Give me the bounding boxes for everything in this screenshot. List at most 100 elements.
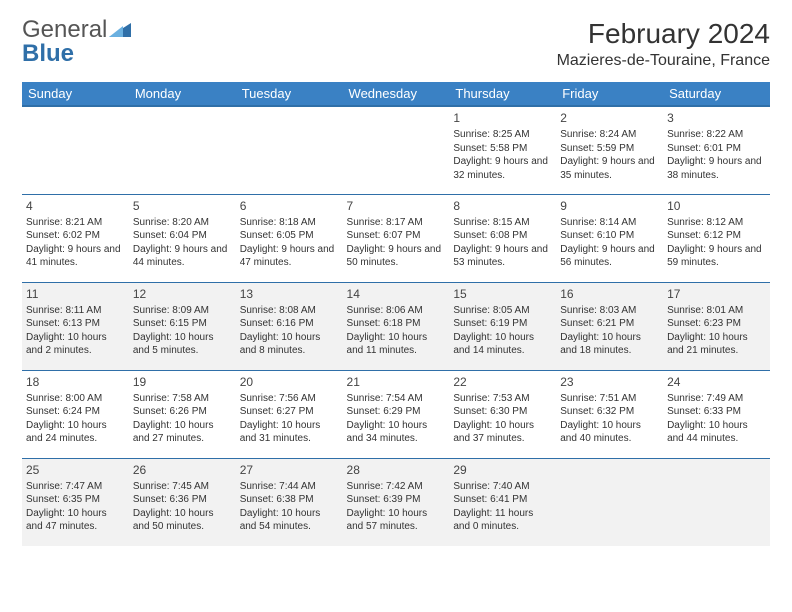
daylight-text: Daylight: 10 hours and 21 minutes. xyxy=(667,331,766,358)
daylight-text: Daylight: 10 hours and 14 minutes. xyxy=(453,331,552,358)
logo-text-general: General xyxy=(22,18,107,42)
logo-text-blue: Blue xyxy=(22,42,131,66)
sunrise-text: Sunrise: 7:58 AM xyxy=(133,392,232,406)
calendar-day-cell: 1Sunrise: 8:25 AMSunset: 5:58 PMDaylight… xyxy=(449,106,556,194)
sunrise-text: Sunrise: 8:01 AM xyxy=(667,304,766,318)
logo-triangle-icon xyxy=(109,18,131,42)
logo: GeneralBlue xyxy=(22,18,131,66)
daylight-text: Daylight: 10 hours and 47 minutes. xyxy=(26,507,125,534)
daylight-text: Daylight: 10 hours and 8 minutes. xyxy=(240,331,339,358)
daylight-text: Daylight: 9 hours and 56 minutes. xyxy=(560,243,659,270)
calendar-week-row: 11Sunrise: 8:11 AMSunset: 6:13 PMDayligh… xyxy=(22,282,770,370)
weekday-header: Sunday xyxy=(22,82,129,106)
day-number: 26 xyxy=(133,462,232,478)
sunset-text: Sunset: 6:05 PM xyxy=(240,229,339,243)
day-number: 15 xyxy=(453,286,552,302)
header: GeneralBlue February 2024 Mazieres-de-To… xyxy=(22,18,770,70)
day-number: 1 xyxy=(453,110,552,126)
sunset-text: Sunset: 6:26 PM xyxy=(133,405,232,419)
day-number: 25 xyxy=(26,462,125,478)
daylight-text: Daylight: 10 hours and 40 minutes. xyxy=(560,419,659,446)
location-label: Mazieres-de-Touraine, France xyxy=(557,52,770,70)
sunrise-text: Sunrise: 8:22 AM xyxy=(667,128,766,142)
calendar-day-cell: 2Sunrise: 8:24 AMSunset: 5:59 PMDaylight… xyxy=(556,106,663,194)
daylight-text: Daylight: 9 hours and 44 minutes. xyxy=(133,243,232,270)
weekday-header: Monday xyxy=(129,82,236,106)
sunset-text: Sunset: 6:15 PM xyxy=(133,317,232,331)
month-title: February 2024 xyxy=(557,18,770,50)
day-number: 28 xyxy=(347,462,446,478)
weekday-header: Wednesday xyxy=(343,82,450,106)
calendar-empty-cell xyxy=(129,106,236,194)
sunset-text: Sunset: 6:27 PM xyxy=(240,405,339,419)
sunrise-text: Sunrise: 8:15 AM xyxy=(453,216,552,230)
calendar-week-row: 4Sunrise: 8:21 AMSunset: 6:02 PMDaylight… xyxy=(22,194,770,282)
day-number: 23 xyxy=(560,374,659,390)
calendar-day-cell: 26Sunrise: 7:45 AMSunset: 6:36 PMDayligh… xyxy=(129,458,236,546)
sunrise-text: Sunrise: 7:56 AM xyxy=(240,392,339,406)
calendar-day-cell: 19Sunrise: 7:58 AMSunset: 6:26 PMDayligh… xyxy=(129,370,236,458)
calendar-day-cell: 3Sunrise: 8:22 AMSunset: 6:01 PMDaylight… xyxy=(663,106,770,194)
sunrise-text: Sunrise: 8:11 AM xyxy=(26,304,125,318)
calendar-day-cell: 4Sunrise: 8:21 AMSunset: 6:02 PMDaylight… xyxy=(22,194,129,282)
sunrise-text: Sunrise: 7:44 AM xyxy=(240,480,339,494)
calendar-day-cell: 16Sunrise: 8:03 AMSunset: 6:21 PMDayligh… xyxy=(556,282,663,370)
daylight-text: Daylight: 10 hours and 57 minutes. xyxy=(347,507,446,534)
sunset-text: Sunset: 6:24 PM xyxy=(26,405,125,419)
daylight-text: Daylight: 10 hours and 2 minutes. xyxy=(26,331,125,358)
calendar-day-cell: 29Sunrise: 7:40 AMSunset: 6:41 PMDayligh… xyxy=(449,458,556,546)
calendar-day-cell: 24Sunrise: 7:49 AMSunset: 6:33 PMDayligh… xyxy=(663,370,770,458)
sunset-text: Sunset: 6:02 PM xyxy=(26,229,125,243)
sunrise-text: Sunrise: 7:45 AM xyxy=(133,480,232,494)
day-number: 16 xyxy=(560,286,659,302)
calendar-day-cell: 10Sunrise: 8:12 AMSunset: 6:12 PMDayligh… xyxy=(663,194,770,282)
weekday-header: Tuesday xyxy=(236,82,343,106)
calendar-day-cell: 20Sunrise: 7:56 AMSunset: 6:27 PMDayligh… xyxy=(236,370,343,458)
sunset-text: Sunset: 6:35 PM xyxy=(26,493,125,507)
day-number: 2 xyxy=(560,110,659,126)
sunset-text: Sunset: 6:39 PM xyxy=(347,493,446,507)
daylight-text: Daylight: 9 hours and 38 minutes. xyxy=(667,155,766,182)
daylight-text: Daylight: 10 hours and 11 minutes. xyxy=(347,331,446,358)
weekday-header: Thursday xyxy=(449,82,556,106)
sunrise-text: Sunrise: 8:17 AM xyxy=(347,216,446,230)
calendar-day-cell: 21Sunrise: 7:54 AMSunset: 6:29 PMDayligh… xyxy=(343,370,450,458)
day-number: 14 xyxy=(347,286,446,302)
title-block: February 2024 Mazieres-de-Touraine, Fran… xyxy=(557,18,770,70)
calendar-body: 1Sunrise: 8:25 AMSunset: 5:58 PMDaylight… xyxy=(22,106,770,546)
calendar-day-cell: 14Sunrise: 8:06 AMSunset: 6:18 PMDayligh… xyxy=(343,282,450,370)
calendar-week-row: 1Sunrise: 8:25 AMSunset: 5:58 PMDaylight… xyxy=(22,106,770,194)
sunrise-text: Sunrise: 8:24 AM xyxy=(560,128,659,142)
sunrise-text: Sunrise: 7:49 AM xyxy=(667,392,766,406)
calendar-empty-cell xyxy=(236,106,343,194)
day-number: 11 xyxy=(26,286,125,302)
calendar-day-cell: 5Sunrise: 8:20 AMSunset: 6:04 PMDaylight… xyxy=(129,194,236,282)
day-number: 20 xyxy=(240,374,339,390)
calendar-day-cell: 25Sunrise: 7:47 AMSunset: 6:35 PMDayligh… xyxy=(22,458,129,546)
sunset-text: Sunset: 6:36 PM xyxy=(133,493,232,507)
sunrise-text: Sunrise: 8:00 AM xyxy=(26,392,125,406)
sunset-text: Sunset: 6:07 PM xyxy=(347,229,446,243)
daylight-text: Daylight: 10 hours and 44 minutes. xyxy=(667,419,766,446)
sunrise-text: Sunrise: 7:54 AM xyxy=(347,392,446,406)
sunset-text: Sunset: 6:13 PM xyxy=(26,317,125,331)
day-number: 17 xyxy=(667,286,766,302)
daylight-text: Daylight: 9 hours and 32 minutes. xyxy=(453,155,552,182)
day-number: 18 xyxy=(26,374,125,390)
sunset-text: Sunset: 6:10 PM xyxy=(560,229,659,243)
day-number: 19 xyxy=(133,374,232,390)
day-number: 12 xyxy=(133,286,232,302)
calendar-day-cell: 15Sunrise: 8:05 AMSunset: 6:19 PMDayligh… xyxy=(449,282,556,370)
sunrise-text: Sunrise: 8:05 AM xyxy=(453,304,552,318)
day-number: 5 xyxy=(133,198,232,214)
day-number: 27 xyxy=(240,462,339,478)
day-number: 3 xyxy=(667,110,766,126)
sunset-text: Sunset: 6:04 PM xyxy=(133,229,232,243)
day-number: 13 xyxy=(240,286,339,302)
calendar-day-cell: 11 Sunrise: 8:11 AMSunset: 6:13 PMDayligh… xyxy=(22,282,129,370)
daylight-text: Daylight: 9 hours and 35 minutes. xyxy=(560,155,659,182)
calendar-day-cell: 23Sunrise: 7:51 AMSunset: 6:32 PMDayligh… xyxy=(556,370,663,458)
calendar-table: SundayMondayTuesdayWednesdayThursdayFrid… xyxy=(22,82,770,546)
sunset-text: Sunset: 6:12 PM xyxy=(667,229,766,243)
sunrise-text: Sunrise: 8:06 AM xyxy=(347,304,446,318)
